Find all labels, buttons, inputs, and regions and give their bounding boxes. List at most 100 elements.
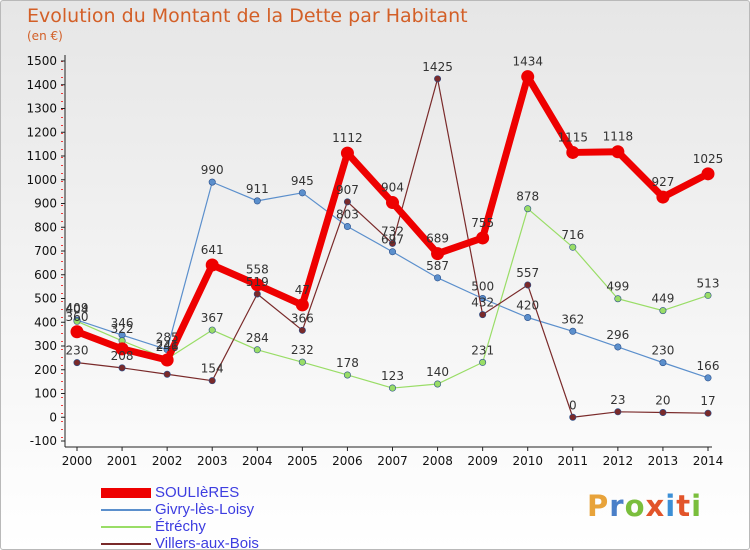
y-tick-label: 1300 [26, 102, 57, 116]
data-point [569, 413, 577, 421]
y-tick-label: 700 [34, 244, 57, 258]
data-label: 409 [66, 301, 89, 315]
legend-swatch [101, 509, 151, 511]
data-point [701, 167, 715, 181]
data-label: 500 [471, 280, 494, 294]
data-label: 231 [471, 343, 494, 357]
data-label: 990 [201, 163, 224, 177]
series-villers-aux-bois [73, 75, 712, 421]
data-point [614, 343, 622, 351]
data-label: 284 [246, 331, 269, 345]
data-point [115, 342, 129, 356]
data-point [340, 146, 354, 160]
data-label: 1025 [693, 152, 724, 166]
y-tick-label: 400 [34, 315, 57, 329]
data-label: 246 [156, 340, 179, 354]
logo-letter: t [676, 489, 692, 523]
y-tick-label: 500 [34, 292, 57, 306]
series-souli-res [70, 70, 715, 367]
x-tick-label: 2013 [648, 454, 679, 468]
data-label: 166 [697, 359, 720, 373]
data-point [163, 370, 171, 378]
data-label: 346 [111, 316, 134, 330]
data-label: 17 [700, 394, 715, 408]
logo-letter: i [691, 489, 703, 523]
data-point [343, 198, 351, 206]
data-point [434, 380, 442, 388]
data-label: 1112 [332, 131, 363, 145]
data-point [295, 298, 309, 312]
data-label: 1425 [422, 60, 453, 74]
y-tick-label: 1200 [26, 125, 57, 139]
data-label: 1118 [603, 130, 634, 144]
y-tick-label: 100 [34, 387, 57, 401]
x-tick-label: 2009 [467, 454, 498, 468]
data-label: 366 [291, 311, 314, 325]
x-tick-label: 2012 [603, 454, 634, 468]
x-tick-label: 2004 [242, 454, 273, 468]
logo-letter: r [609, 489, 625, 523]
data-point [386, 196, 399, 210]
data-label: 878 [516, 190, 539, 204]
x-tick-label: 2011 [558, 454, 589, 468]
data-label: 285 [156, 331, 179, 345]
x-tick-label: 2002 [152, 454, 183, 468]
data-label: 904 [381, 181, 404, 195]
data-point [656, 190, 670, 204]
data-point [566, 145, 580, 159]
data-point [343, 223, 351, 231]
data-label: 420 [516, 299, 539, 313]
data-label: 208 [111, 349, 134, 363]
data-point [704, 409, 712, 417]
y-tick-label: 0 [49, 410, 57, 424]
data-label: 241 [156, 338, 179, 352]
data-label: 755 [471, 216, 494, 230]
data-point [73, 317, 81, 325]
data-label: 322 [111, 322, 134, 336]
data-point [250, 278, 264, 292]
x-tick-label: 2008 [422, 454, 453, 468]
legend-swatch [101, 543, 151, 545]
data-point [253, 197, 261, 205]
y-tick-label: 1500 [26, 54, 57, 68]
series--tr-chy [73, 205, 712, 392]
data-point [70, 325, 84, 339]
data-label: 519 [246, 275, 269, 289]
data-point [388, 248, 396, 256]
data-point [524, 281, 532, 289]
data-point [521, 70, 535, 84]
data-label: 296 [606, 328, 629, 342]
x-tick-label: 2005 [287, 454, 318, 468]
data-point [343, 371, 351, 379]
data-label: 803 [336, 208, 359, 222]
x-tick-label: 2001 [107, 454, 138, 468]
x-tick-label: 2000 [62, 454, 93, 468]
series-line [73, 73, 712, 364]
data-label: 945 [291, 174, 314, 188]
data-point [205, 258, 219, 272]
x-tick-label: 2003 [197, 454, 228, 468]
data-point [479, 311, 487, 319]
data-point [659, 307, 667, 315]
data-point [569, 327, 577, 335]
logo-letter: P [587, 489, 610, 523]
data-label: 907 [336, 183, 359, 197]
data-label: 123 [381, 369, 404, 383]
y-tick-label: 800 [34, 220, 57, 234]
y-tick-label: 1000 [26, 173, 57, 187]
data-point [253, 346, 261, 354]
data-label: 732 [381, 224, 404, 238]
logo-letter: x [645, 489, 666, 523]
data-point [73, 359, 81, 367]
data-point [388, 239, 396, 247]
legend-label: Étréchy [155, 518, 206, 535]
data-point [614, 295, 622, 303]
data-point [524, 205, 532, 213]
legend-label: SOULIèRES [155, 484, 240, 501]
data-label: 140 [426, 365, 449, 379]
data-point [569, 243, 577, 251]
data-label: 449 [651, 292, 674, 306]
data-label: 47 [295, 283, 310, 297]
